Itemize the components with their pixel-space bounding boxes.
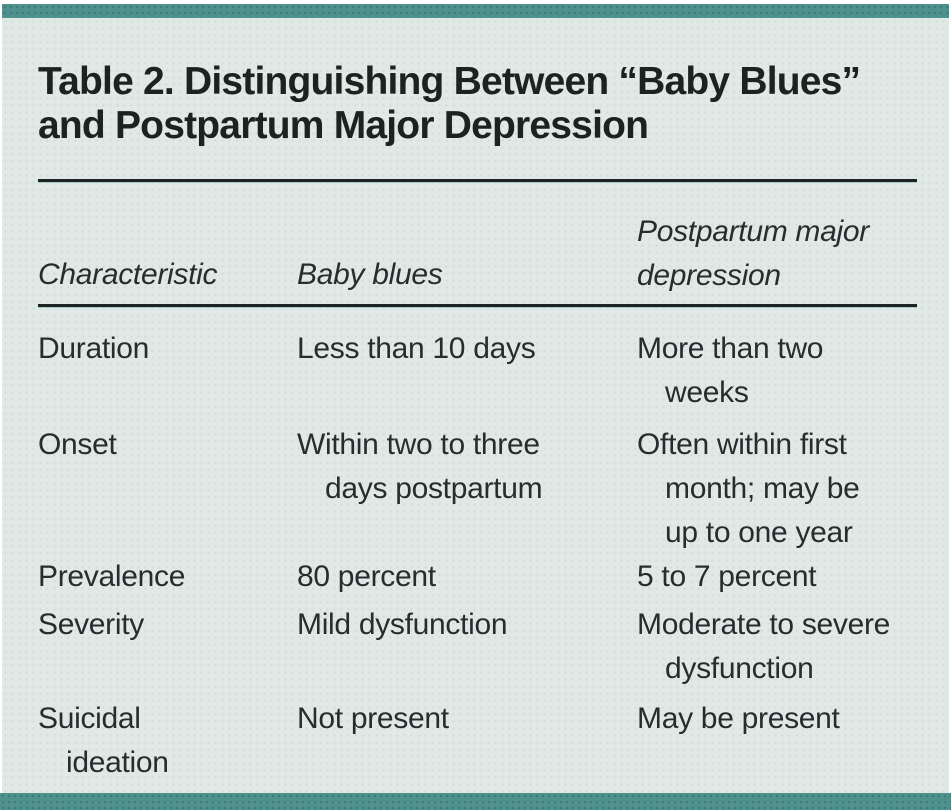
cell-baby-blues: Less than 10 days [297, 332, 536, 365]
title-divider [38, 179, 917, 183]
column-header-baby-blues: Baby blues [297, 258, 443, 291]
table-title: Table 2. Distinguishing Between “Baby Bl… [38, 60, 861, 147]
cell-characteristic: Duration [38, 332, 149, 365]
table-panel: Table 2. Distinguishing Between “Baby Bl… [2, 18, 949, 793]
column-header-postpartum-major-depression: Postpartum major depression [637, 215, 869, 292]
cell-characteristic: Onset [38, 428, 117, 461]
cell-postpartum-major-depression: Moderate to severe dysfunction [637, 608, 891, 685]
cell-postpartum-major-depression: 5 to 7 percent [637, 560, 817, 593]
cell-characteristic: Suicidal ideation [38, 702, 169, 779]
top-accent-bar [2, 4, 949, 18]
cell-postpartum-major-depression: More than two weeks [637, 332, 824, 409]
header-divider [38, 304, 917, 308]
cell-postpartum-major-depression: Often within first month; may be up to o… [637, 428, 860, 549]
cell-baby-blues: 80 percent [297, 560, 436, 593]
cell-baby-blues: Not present [297, 702, 449, 735]
bottom-accent-bar [0, 793, 951, 810]
cell-baby-blues: Within two to three days postpartum [297, 428, 543, 505]
cell-baby-blues: Mild dysfunction [297, 608, 508, 641]
cell-characteristic: Prevalence [38, 560, 186, 593]
cell-characteristic: Severity [38, 608, 144, 641]
cell-postpartum-major-depression: May be present [637, 702, 840, 735]
column-header-characteristic: Characteristic [38, 258, 218, 291]
